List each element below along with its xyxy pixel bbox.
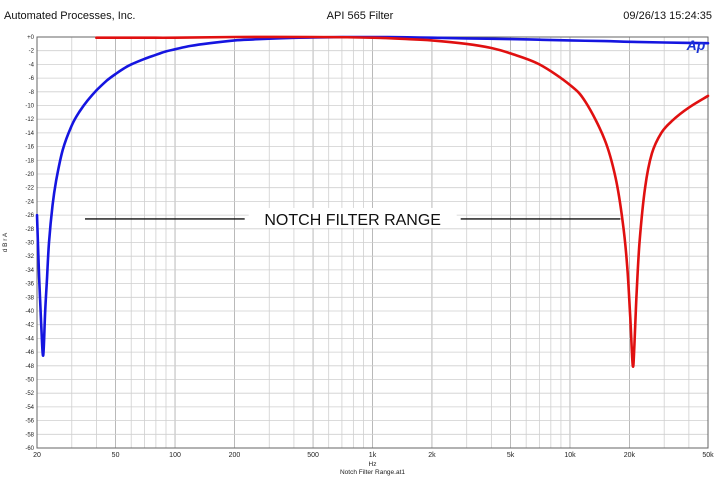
x-tick-label: 50	[112, 452, 120, 459]
y-tick-label: +0	[27, 35, 35, 41]
y-tick-label: -34	[25, 268, 34, 274]
y-tick-label: -2	[29, 49, 35, 55]
y-tick-label: -38	[25, 295, 34, 301]
annotation-background	[248, 207, 457, 228]
y-tick-label: -40	[25, 309, 34, 315]
x-tick-label: 20k	[624, 452, 636, 459]
series-line-1	[35, 35, 710, 357]
x-tick-label: 500	[307, 452, 319, 459]
y-tick-label: -14	[25, 131, 34, 137]
y-tick-label: -6	[29, 76, 35, 82]
y-tick-label: -58	[25, 432, 34, 438]
annotation-text: NOTCH FILTER RANGE	[264, 212, 441, 229]
y-tick-label: -42	[25, 323, 34, 329]
timestamp: 09/26/13 15:24:35	[623, 10, 712, 22]
ap-logo: Ap	[686, 37, 706, 53]
y-tick-label: -22	[25, 186, 34, 192]
y-tick-label: -24	[25, 199, 34, 205]
y-tick-label: -8	[29, 90, 35, 96]
x-tick-label: 20	[33, 452, 41, 459]
y-tick-labels: +0 -2 -4 -6 -8 -10 -12 -14 -16 -18 -20 -22 -24 -26 -28…	[25, 35, 34, 452]
company-name: Automated Processes, Inc.	[4, 10, 136, 22]
y-tick-label: -26	[25, 213, 34, 219]
y-tick-label: -52	[25, 391, 34, 397]
y-tick-label: -28	[25, 227, 34, 233]
y-tick-label: -4	[29, 62, 35, 68]
x-tick-label: 100	[169, 452, 181, 459]
x-tick-label: 5k	[507, 452, 515, 459]
notch-range-annotation: NOTCH FILTER RANGE	[84, 207, 621, 229]
x-tick-labels: 20 50 100 200 500 1k 2k 5k 10k 20k 50k	[33, 452, 714, 459]
grid-lines	[36, 36, 709, 449]
y-tick-label: -50	[25, 378, 34, 384]
y-tick-label: -18	[25, 158, 34, 164]
x-tick-label: 10k	[564, 452, 576, 459]
y-tick-label: -16	[25, 145, 34, 151]
y-tick-label: -48	[25, 364, 34, 370]
x-tick-label: 1k	[369, 452, 377, 459]
x-tick-label: 200	[229, 452, 241, 459]
y-tick-label: -44	[25, 336, 34, 342]
x-tick-label: 2k	[428, 452, 436, 459]
chart-title: API 565 Filter	[326, 10, 394, 22]
y-tick-label: -36	[25, 282, 34, 288]
y-tick-label: -12	[25, 117, 34, 123]
footer-label: Notch Filter Range.at1	[340, 469, 405, 476]
y-tick-label: -10	[25, 104, 34, 110]
y-tick-label: -30	[25, 241, 34, 247]
x-axis-label: Hz	[369, 461, 377, 468]
y-tick-label: -32	[25, 254, 34, 260]
series-lines	[35, 35, 710, 369]
y-tick-label: -60	[25, 446, 34, 452]
y-axis-label: d B r A	[2, 232, 9, 252]
series-line-2	[95, 35, 710, 369]
x-tick-label: 50k	[702, 452, 714, 459]
y-tick-label: -56	[25, 419, 34, 425]
y-tick-label: -54	[25, 405, 34, 411]
y-tick-label: -20	[25, 172, 34, 178]
y-tick-label: -46	[25, 350, 34, 356]
